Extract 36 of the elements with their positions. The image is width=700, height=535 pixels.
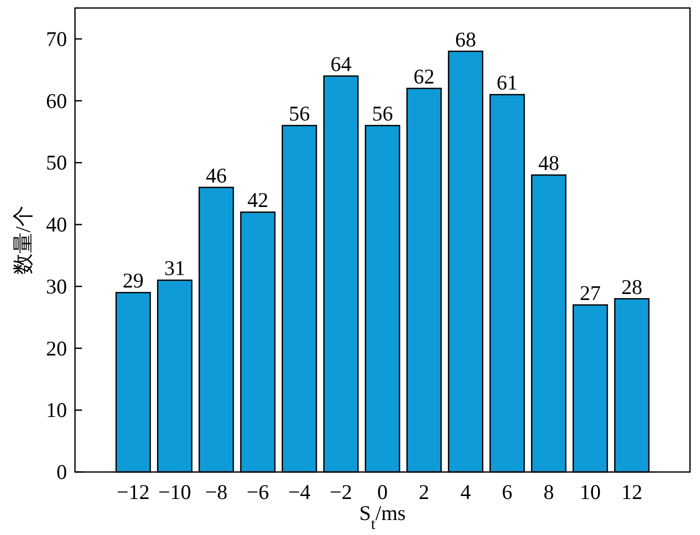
x-tick-label: 4 [460,480,472,504]
x-tick-label: 12 [621,480,642,504]
y-axis-title: 数量/个 [11,206,35,274]
y-tick-label: 0 [56,460,67,484]
data-label: 61 [496,70,518,95]
x-tick-label: −6 [246,480,270,504]
data-label: 46 [206,163,227,188]
y-tick-label: 20 [46,336,67,360]
data-label: 28 [621,274,642,299]
y-tick-label: 50 [46,150,67,175]
data-label: 48 [538,151,560,176]
x-tick-label: 0 [377,480,388,504]
y-tick-label: 40 [46,212,67,237]
data-label: 29 [122,268,144,293]
data-label: 27 [580,280,601,305]
y-tick-label: 10 [46,398,67,422]
data-label: 56 [288,102,310,126]
data-label: 62 [414,64,435,88]
x-tick-label: −10 [158,480,192,504]
y-tick-label: 30 [46,274,67,298]
x-tick-label: 10 [580,480,601,504]
x-tick-label: 8 [543,480,554,504]
y-tick-label: 60 [46,88,67,113]
x-tick-label: −4 [288,480,312,504]
data-label: 42 [247,188,268,212]
x-axis-title: S$_{t}$/ms [359,501,406,532]
data-label: 68 [455,27,476,52]
x-tick-label: −12 [116,480,150,504]
x-tick-label: 6 [502,480,512,504]
data-label: 64 [330,52,352,76]
data-label: 56 [372,102,393,126]
x-tick-label: −8 [205,480,228,504]
x-tick-label: 2 [418,480,430,504]
x-tick-label: −2 [330,480,352,504]
y-tick-label: 70 [46,26,67,51]
data-label: 31 [164,256,186,280]
